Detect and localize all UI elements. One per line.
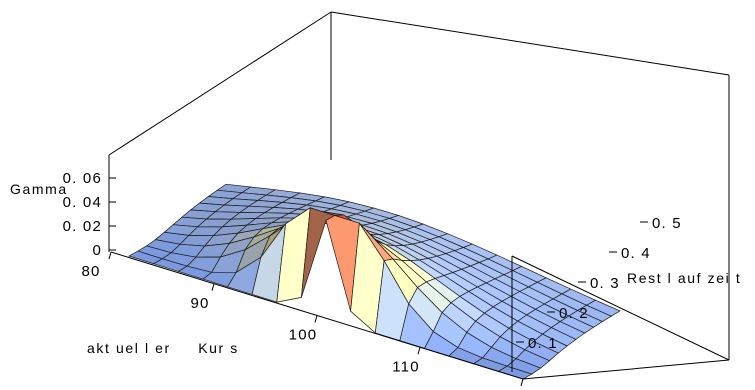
frame-edge bbox=[330, 11, 730, 76]
x-axis-title: akt uel l er Kur s bbox=[87, 340, 239, 356]
y-axis-title: Rest l auf zei t bbox=[627, 270, 741, 286]
frame-edge bbox=[511, 255, 730, 361]
z-tick-label: 0 bbox=[92, 242, 102, 259]
frame-edge bbox=[522, 359, 730, 380]
z-tick-label: 0. 02 bbox=[63, 218, 102, 235]
z-axis-title: Gamma bbox=[10, 181, 68, 197]
frame-edge bbox=[108, 11, 332, 156]
x-tick-label: 90 bbox=[190, 295, 209, 312]
tick-mark bbox=[211, 283, 215, 291]
x-tick-label: 110 bbox=[392, 358, 420, 375]
tick-mark bbox=[417, 347, 421, 355]
y-tick-label: 0. 1 bbox=[528, 335, 558, 352]
tick-mark bbox=[520, 378, 524, 387]
x-tick-label: 80 bbox=[81, 263, 100, 280]
gamma-surface bbox=[128, 183, 621, 380]
y-tick-label: 0. 4 bbox=[621, 245, 651, 262]
y-tick-label: 0. 2 bbox=[559, 305, 589, 322]
tick-mark bbox=[314, 315, 318, 323]
x-tick-label: 100 bbox=[289, 327, 318, 344]
z-tick-label: 0. 04 bbox=[63, 194, 102, 211]
axis-tick-labels: 80901001101200. 10. 20. 30. 40. 500. 020… bbox=[63, 170, 682, 375]
y-tick-label: 0. 5 bbox=[652, 215, 682, 232]
tick-mark bbox=[108, 251, 112, 260]
y-tick-label: 0. 3 bbox=[590, 275, 620, 292]
axis-ticks bbox=[108, 177, 648, 387]
z-tick-label: 0. 06 bbox=[63, 170, 102, 187]
